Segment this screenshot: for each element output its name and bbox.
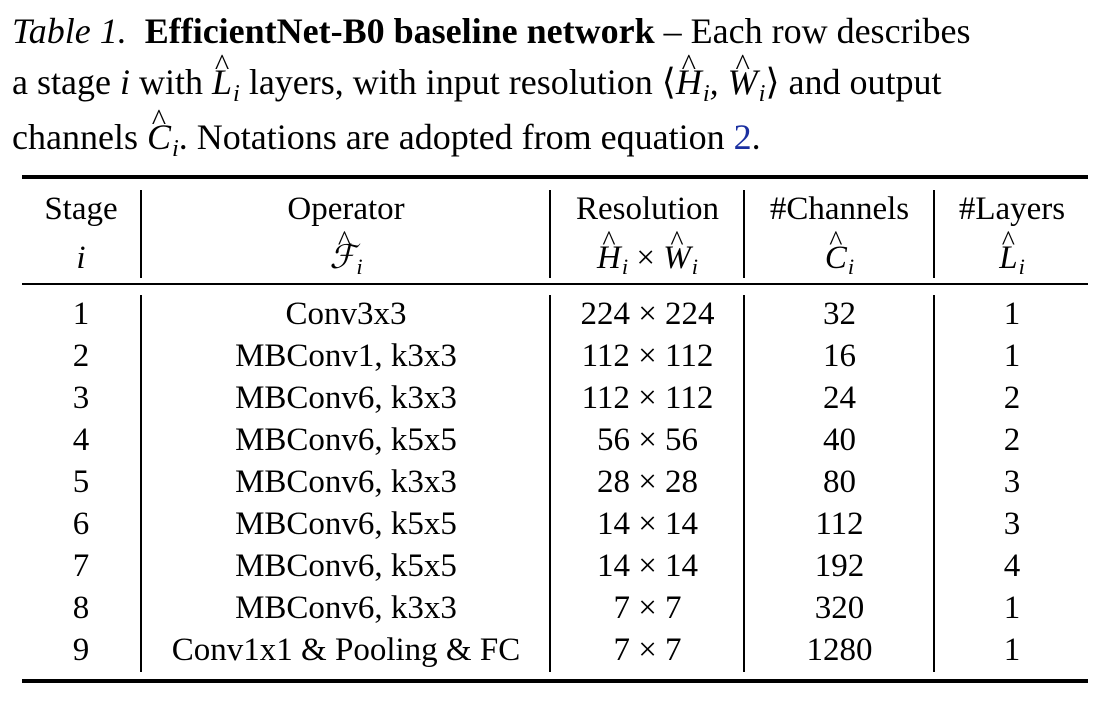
column-divider: [743, 295, 745, 672]
cell-layers: 4: [1003, 548, 1021, 584]
cell-channels: 1280: [806, 632, 873, 668]
cell-stage: 1: [72, 296, 90, 332]
column-divider: [549, 190, 551, 278]
cell-resolution: 14 × 14: [596, 548, 699, 584]
cell-stage: 7: [72, 548, 90, 584]
cell-stage: 3: [72, 380, 90, 416]
column-divider: [549, 295, 551, 672]
cell-operator: MBConv6, k5x5: [235, 506, 457, 542]
cell-stage: 8: [72, 590, 90, 626]
table-header-rule: [22, 283, 1088, 285]
cell-channels: 40: [823, 422, 856, 458]
cell-operator: MBConv6, k5x5: [235, 548, 457, 584]
table-bottom-rule: [22, 679, 1088, 683]
header-stage-symbol: i: [76, 240, 86, 276]
header-layers-symbol: Li: [936, 221, 1088, 282]
cell-channels: 320: [814, 590, 865, 626]
math-symbol: i: [119, 62, 130, 102]
header-resolution: Resolution: [575, 191, 719, 227]
column-divider: [933, 190, 935, 278]
cell-stage: 4: [72, 422, 90, 458]
cell-layers: 1: [1003, 296, 1021, 332]
caption-text: channels: [12, 117, 138, 157]
header-operator-symbol: ℱi: [143, 221, 549, 282]
cell-resolution: 112 × 112: [581, 338, 714, 374]
caption-text: a stage: [12, 62, 111, 102]
caption-text: – Each row describes: [663, 11, 971, 51]
cell-operator: MBConv6, k5x5: [235, 422, 457, 458]
cell-channels: 16: [823, 338, 856, 374]
cell-operator: MBConv6, k3x3: [235, 464, 457, 500]
caption-text: layers, with input resolution: [248, 62, 653, 102]
cell-resolution: 7 × 7: [613, 632, 682, 668]
column-divider: [743, 190, 745, 278]
cell-layers: 2: [1003, 380, 1021, 416]
math-symbol: ⟨Hi, Wi⟩: [662, 40, 780, 107]
cell-channels: 192: [814, 548, 865, 584]
cell-operator: Conv1x1 & Pooling & FC: [171, 632, 521, 668]
cell-channels: 80: [823, 464, 856, 500]
caption-text: . Notations are adopted from equation: [178, 117, 725, 157]
column-divider: [140, 190, 142, 278]
header-stage: Stage: [44, 191, 118, 227]
cell-resolution: 224 × 224: [580, 296, 715, 332]
cell-resolution: 7 × 7: [613, 590, 682, 626]
cell-operator: Conv3x3: [285, 296, 407, 332]
cell-layers: 1: [1003, 590, 1021, 626]
cell-layers: 3: [1003, 506, 1021, 542]
column-divider: [933, 295, 935, 672]
cell-stage: 5: [72, 464, 90, 500]
equation-reference-link[interactable]: 2: [733, 117, 752, 157]
table-caption: Table 1. EfficientNet-B0 baseline networ…: [12, 6, 1108, 167]
cell-channels: 24: [823, 380, 856, 416]
math-symbol: Ci: [147, 95, 179, 162]
cell-layers: 1: [1003, 338, 1021, 374]
cell-operator: MBConv6, k3x3: [235, 590, 457, 626]
header-resolution-symbol: Hi × Wi: [552, 221, 743, 282]
cell-resolution: 28 × 28: [596, 464, 699, 500]
table-top-rule: [22, 175, 1088, 179]
cell-resolution: 112 × 112: [581, 380, 714, 416]
table-label: Table 1.: [12, 11, 127, 51]
cell-resolution: 14 × 14: [596, 506, 699, 542]
cell-layers: 2: [1003, 422, 1021, 458]
column-divider: [140, 295, 142, 672]
cell-channels: 112: [815, 506, 864, 542]
cell-stage: 6: [72, 506, 90, 542]
cell-resolution: 56 × 56: [596, 422, 699, 458]
cell-channels: 32: [823, 296, 856, 332]
cell-layers: 1: [1003, 632, 1021, 668]
cell-operator: MBConv1, k3x3: [235, 338, 457, 374]
header-channels-symbol: Ci: [746, 221, 933, 282]
cell-operator: MBConv6, k3x3: [235, 380, 457, 416]
cell-layers: 3: [1003, 464, 1021, 500]
caption-text: and output: [788, 62, 942, 102]
math-symbol: Li: [212, 40, 240, 107]
cell-stage: 9: [72, 632, 90, 668]
cell-stage: 2: [72, 338, 90, 374]
caption-text: .: [751, 117, 761, 157]
